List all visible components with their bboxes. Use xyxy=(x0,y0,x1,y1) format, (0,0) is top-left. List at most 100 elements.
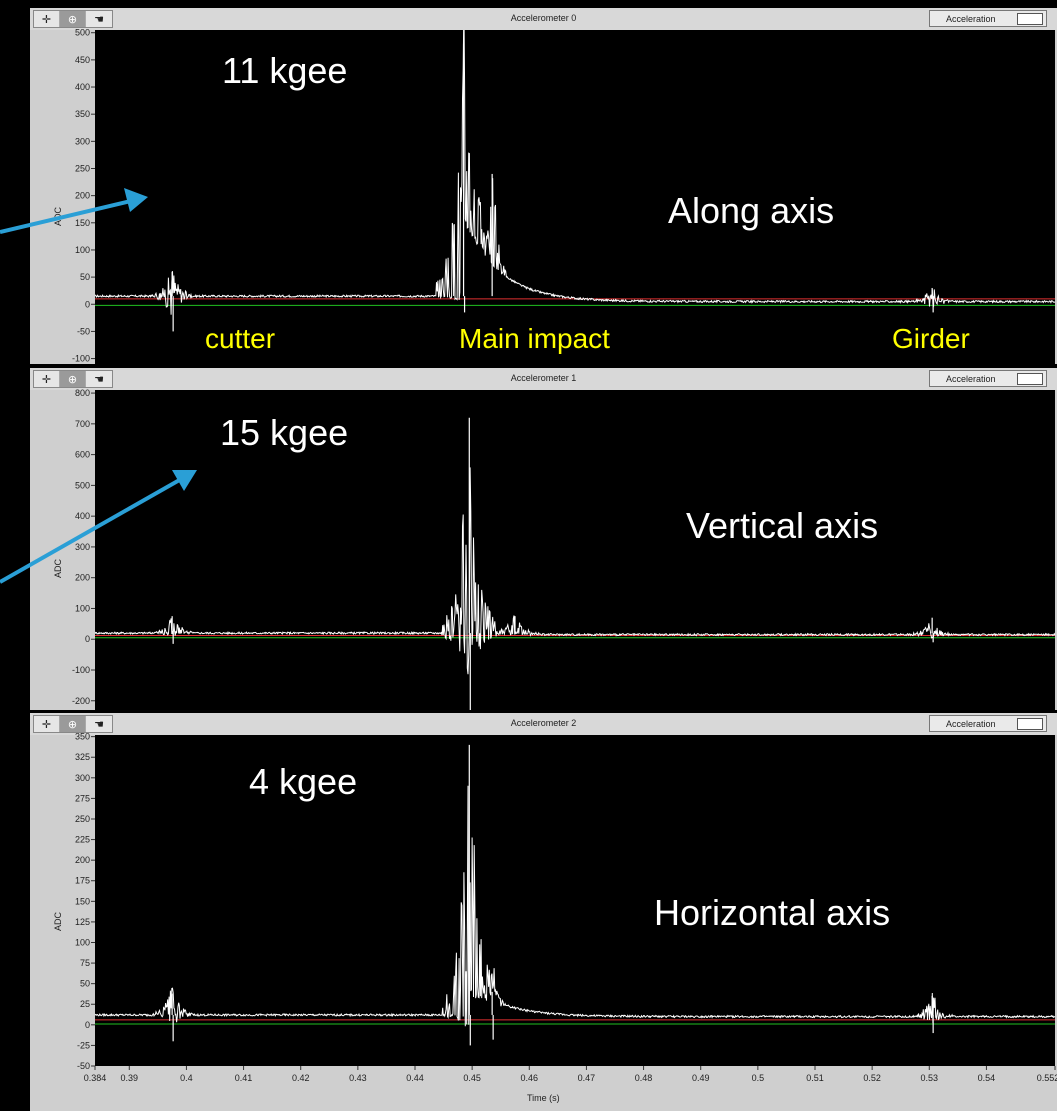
crosshair-icon[interactable]: ✛ xyxy=(34,11,60,27)
pan-hand-icon[interactable]: ☚ xyxy=(94,12,104,26)
y-tick-label: 275 xyxy=(75,793,90,803)
x-tick-label: 0.39 xyxy=(121,1073,139,1083)
y-tick-label: 50 xyxy=(80,979,90,989)
x-tick-label: 0.51 xyxy=(806,1073,824,1083)
y-tick-label: 225 xyxy=(75,835,90,845)
chart-panel-2: ✛ ⊕ ☚ Accelerometer 2 Acceleration ADC 3… xyxy=(30,713,1057,1111)
y-tick-label: 400 xyxy=(75,82,90,92)
legend-label: Acceleration xyxy=(946,373,996,384)
x-tick-label: 0.5 xyxy=(752,1073,765,1083)
y-tick-label: 325 xyxy=(75,752,90,762)
x-axis: 0.384 0.39 0.4 0.41 0.42 0.43 0.44 0.45 0.46 0.47… xyxy=(84,1066,1057,1083)
legend-label: Acceleration xyxy=(946,718,996,729)
plot-legend[interactable]: Acceleration xyxy=(929,370,1047,387)
plot-legend[interactable]: Acceleration xyxy=(929,715,1047,732)
pan-hand-icon[interactable]: ☚ xyxy=(94,372,104,386)
y-tick-label: -100 xyxy=(72,665,90,675)
axis-annotation: Horizontal axis xyxy=(654,892,891,933)
y-tick-label: 250 xyxy=(75,814,90,824)
y-tick-label: 600 xyxy=(75,450,90,460)
zoom-icon[interactable]: ⊕ xyxy=(60,371,86,387)
y-tick-label: 0 xyxy=(85,1020,90,1030)
x-tick-label: 0.47 xyxy=(578,1073,596,1083)
y-tick-label: 150 xyxy=(75,896,90,906)
x-tick-label: 0.552 xyxy=(1037,1073,1057,1083)
y-tick-label: -200 xyxy=(72,696,90,706)
y-tick-label: -100 xyxy=(72,354,90,364)
y-tick-label: 200 xyxy=(75,191,90,201)
pan-hand-icon[interactable]: ☚ xyxy=(94,717,104,731)
axis-annotation: Along axis xyxy=(668,190,835,231)
y-tick-label: 250 xyxy=(75,163,90,173)
zoom-icon[interactable]: ⊕ xyxy=(60,11,86,27)
x-tick-label: 0.4 xyxy=(180,1073,193,1083)
y-tick-label: -25 xyxy=(77,1040,90,1050)
x-tick-label: 0.48 xyxy=(635,1073,653,1083)
x-tick-label: 0.49 xyxy=(692,1073,710,1083)
y-tick-label: -50 xyxy=(77,326,90,336)
y-tick-label: 25 xyxy=(80,999,90,1009)
peak-label: 11 kgee xyxy=(222,50,348,91)
legend-swatch xyxy=(1017,12,1043,25)
y-tick-label: 700 xyxy=(75,419,90,429)
y-tick-label: 500 xyxy=(75,28,90,38)
plot-legend[interactable]: Acceleration xyxy=(929,10,1047,27)
event-label-cutter: cutter xyxy=(205,323,276,354)
chart-title: Accelerometer 2 xyxy=(510,718,577,728)
y-tick-label: 350 xyxy=(75,109,90,119)
zoom-icon[interactable]: ⊕ xyxy=(60,716,86,732)
plot-area[interactable] xyxy=(95,390,1055,710)
y-tick-label: 100 xyxy=(75,937,90,947)
legend-swatch xyxy=(1017,717,1043,730)
x-tick-label: 0.54 xyxy=(978,1073,996,1083)
y-tick-label: 50 xyxy=(80,272,90,282)
graph-toolbar: ✛ ⊕ ☚ Accelerometer 1 Acceleration xyxy=(30,368,1057,390)
y-tick-label: 300 xyxy=(75,773,90,783)
event-label-girder: Girder xyxy=(892,323,970,354)
y-tick-label: 0 xyxy=(85,299,90,309)
x-tick-label: 0.53 xyxy=(921,1073,939,1083)
series-line-acceleration xyxy=(95,785,1055,1027)
y-tick-label: 400 xyxy=(75,511,90,521)
y-axis: 800 700 600 500 400 300 200 100 0 -100 -200 xyxy=(72,388,95,706)
graph-tool-palette: ✛ ⊕ ☚ xyxy=(33,370,113,388)
y-tick-label: 800 xyxy=(75,388,90,398)
y-tick-label: 300 xyxy=(75,542,90,552)
x-axis-label: Time (s) xyxy=(527,1093,560,1103)
crosshair-icon[interactable]: ✛ xyxy=(34,371,60,387)
graph-toolbar: ✛ ⊕ ☚ Accelerometer 2 Acceleration xyxy=(30,713,1057,735)
y-tick-label: 75 xyxy=(80,958,90,968)
x-tick-label: 0.44 xyxy=(406,1073,424,1083)
axis-annotation: Vertical axis xyxy=(686,505,879,546)
chart-panel-1: ✛ ⊕ ☚ Accelerometer 1 Acceleration ADC 8… xyxy=(30,368,1057,710)
x-tick-label: 0.45 xyxy=(463,1073,481,1083)
y-tick-label: 175 xyxy=(75,876,90,886)
y-tick-label: 200 xyxy=(75,573,90,583)
y-tick-label: 450 xyxy=(75,55,90,65)
plot-area[interactable] xyxy=(95,735,1055,1066)
y-tick-label: -50 xyxy=(77,1061,90,1071)
graph-tool-palette: ✛ ⊕ ☚ xyxy=(33,10,113,28)
series-line-acceleration xyxy=(95,467,1055,675)
plot-area[interactable] xyxy=(95,30,1055,364)
y-tick-label: 0 xyxy=(85,634,90,644)
chart-panel-0: ✛ ⊕ ☚ Accelerometer 0 Acceleration ADC 5… xyxy=(30,8,1057,364)
legend-swatch xyxy=(1017,372,1043,385)
y-tick-label: 150 xyxy=(75,218,90,228)
y-tick-label: 300 xyxy=(75,136,90,146)
chart-title: Accelerometer 0 xyxy=(510,13,577,23)
chart-title: Accelerometer 1 xyxy=(510,373,577,383)
peak-label: 4 kgee xyxy=(249,761,358,802)
crosshair-icon[interactable]: ✛ xyxy=(34,716,60,732)
y-tick-label: 125 xyxy=(75,917,90,927)
peak-label: 15 kgee xyxy=(220,412,349,453)
x-tick-label: 0.384 xyxy=(84,1073,107,1083)
y-tick-label: 100 xyxy=(75,245,90,255)
event-label-main-impact: Main impact xyxy=(459,323,610,354)
x-tick-label: 0.46 xyxy=(521,1073,539,1083)
y-tick-label: 350 xyxy=(75,732,90,742)
y-tick-label: 200 xyxy=(75,855,90,865)
graph-tool-palette: ✛ ⊕ ☚ xyxy=(33,715,113,733)
y-tick-label: 100 xyxy=(75,603,90,613)
